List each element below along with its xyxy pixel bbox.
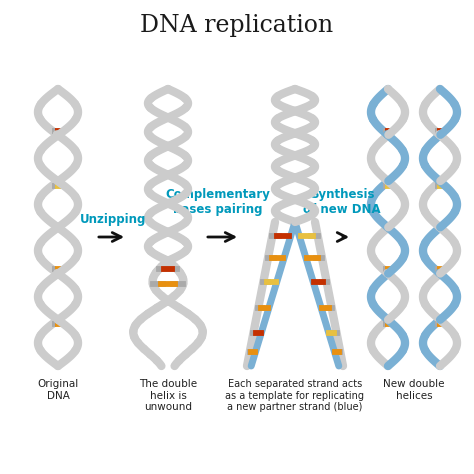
Text: DNA replication: DNA replication xyxy=(140,14,334,37)
Text: Synthesis
of new DNA: Synthesis of new DNA xyxy=(303,188,381,216)
Text: Complementary
bases pairing: Complementary bases pairing xyxy=(165,188,271,216)
Text: The double
helix is
unwound: The double helix is unwound xyxy=(139,379,197,412)
Text: Unzipping: Unzipping xyxy=(80,213,146,226)
Text: Each separated strand acts
as a template for replicating
a new partner strand (b: Each separated strand acts as a template… xyxy=(226,379,365,412)
Text: New double
helices: New double helices xyxy=(383,379,445,401)
Text: Original
DNA: Original DNA xyxy=(37,379,79,401)
